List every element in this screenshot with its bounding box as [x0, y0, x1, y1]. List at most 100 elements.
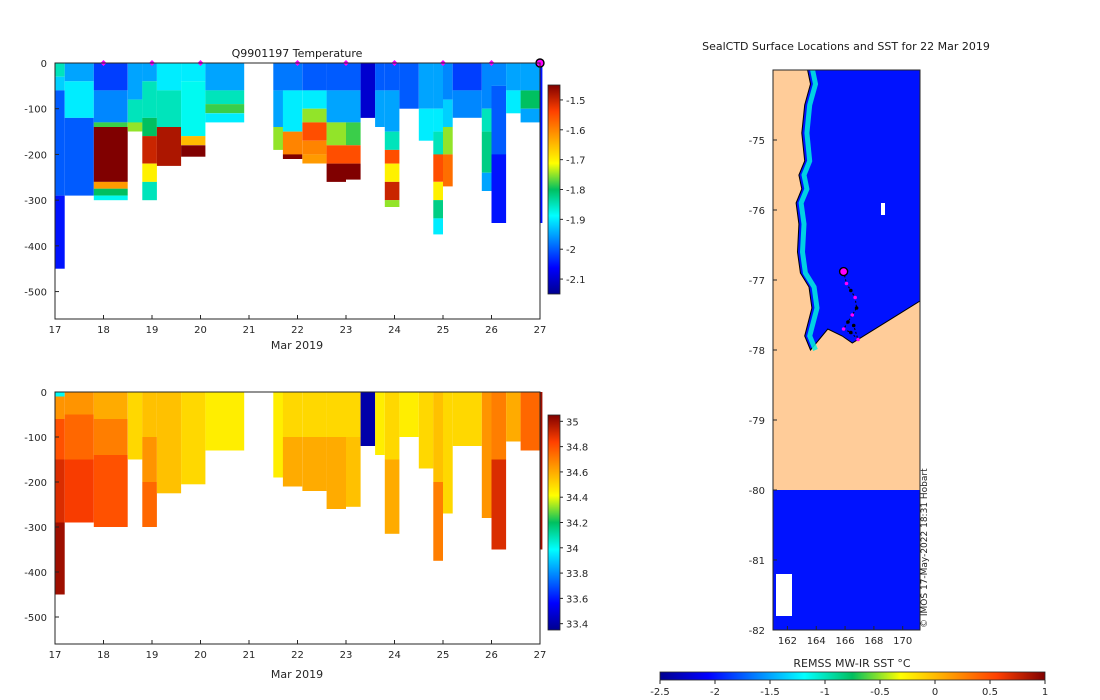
- profile-cell: [273, 90, 283, 127]
- profile-cell: [55, 63, 65, 77]
- x-tick-label: 22: [291, 650, 304, 661]
- y-tick-label: -500: [24, 288, 47, 299]
- colorbar-tick-label: 34.6: [566, 468, 588, 479]
- coastal-sst: [798, 69, 820, 351]
- profile-cell: [302, 437, 327, 491]
- profile-cell: [481, 131, 492, 173]
- sst-colorbar-ticks: -2.5 -2 -1.5 -1 -0.5 0 0.5 1: [650, 680, 1048, 698]
- profile-cell: [127, 99, 143, 123]
- profile-cell: [540, 392, 543, 550]
- sst-colorbar: [659, 671, 1046, 681]
- profile-cell: [540, 63, 543, 223]
- sst-tick-label: -2: [710, 687, 720, 698]
- salinity-cells: [55, 392, 543, 595]
- profile-cell: [375, 63, 385, 91]
- map-ticks: 162 164 166 168 170 -75 -76 -77 -78 -79 -80 -81 -82: [749, 136, 913, 647]
- y-tick-label: 0: [41, 59, 47, 70]
- colorbar-tick-label: -2.1: [566, 275, 586, 286]
- y-tick-label: -100: [24, 433, 47, 444]
- colorbar-tick-label: 35: [566, 417, 579, 428]
- profile-cell: [384, 90, 400, 132]
- southern-sst-block: [773, 490, 920, 630]
- lat-tick-label: -75: [749, 136, 765, 147]
- profile-cell: [93, 63, 128, 91]
- profile-cell: [384, 392, 400, 460]
- profile-cell: [142, 437, 157, 482]
- x-tick-label: 20: [194, 325, 207, 336]
- profile-cell: [142, 181, 157, 201]
- profile-cell: [273, 63, 283, 91]
- profile-cell: [55, 195, 65, 269]
- lat-tick-label: -78: [749, 346, 765, 357]
- profile-cell: [384, 200, 400, 207]
- temperature-title: Q9901197 Temperature: [232, 47, 363, 60]
- lon-tick-label: 166: [836, 636, 855, 647]
- profile-cell: [142, 81, 157, 118]
- profile-cell: [302, 63, 327, 91]
- x-tick-label: 27: [534, 650, 547, 661]
- profile-cell: [181, 145, 206, 157]
- profile-cell: [375, 392, 385, 455]
- profile-cell: [481, 172, 492, 191]
- colorbar-tick-label: -2: [566, 245, 576, 256]
- profile-cell: [481, 108, 492, 132]
- profile-cell: [55, 522, 65, 595]
- imos-watermark: © IMOS 17-May-2022 18:31 Hobart: [920, 468, 930, 628]
- profile-cell: [326, 90, 346, 123]
- profile-cell: [156, 127, 182, 166]
- profile-cell: [64, 117, 94, 196]
- profile-cell: [205, 104, 245, 114]
- profile-cell: [273, 392, 283, 478]
- profile-cell: [399, 63, 419, 109]
- x-tick-label: 26: [485, 650, 498, 661]
- profile-cell: [384, 149, 400, 164]
- profile-cell: [433, 218, 443, 235]
- profile-cell: [127, 63, 143, 100]
- profile-cell: [142, 63, 157, 82]
- profile-cell: [433, 200, 443, 219]
- profile-cell: [491, 85, 507, 155]
- map-panel: SealCTD Surface Locations and SST for 22…: [650, 40, 1048, 698]
- map-title: SealCTD Surface Locations and SST for 22…: [702, 40, 990, 53]
- profile-cell: [433, 392, 443, 482]
- lat-tick-label: -77: [749, 276, 765, 287]
- lat-tick-label: -79: [749, 416, 765, 427]
- profile-cell: [93, 122, 128, 127]
- profile-cell: [205, 63, 245, 91]
- profile-cell: [282, 63, 303, 91]
- temperature-colorbar-ticks: -1.5 -1.6 -1.7 -1.8 -1.9 -2 -2.1: [560, 96, 586, 286]
- temperature-xlabel: Mar 2019: [271, 339, 323, 352]
- temperature-cells: [55, 63, 543, 269]
- profile-cell: [346, 392, 361, 437]
- x-tick-label: 21: [243, 650, 256, 661]
- profile-cell: [302, 154, 327, 164]
- x-tick-label: 23: [340, 325, 353, 336]
- profile-cell: [93, 90, 128, 123]
- profile-cell: [491, 63, 507, 86]
- lon-tick-label: 162: [778, 636, 797, 647]
- colorbar-tick-label: -1.9: [566, 215, 586, 226]
- x-tick-label: 18: [97, 650, 110, 661]
- profile-cell: [418, 108, 434, 141]
- temperature-ticks: 17 18 19 20 21 22 23 24 25 26 27 0 -100 -200 -300 -400 -…: [24, 59, 546, 336]
- profile-cell: [433, 181, 443, 201]
- lon-tick-label: 170: [893, 636, 912, 647]
- profile-cell: [360, 392, 376, 446]
- profile-cell: [282, 90, 303, 132]
- profile-cell: [282, 131, 303, 155]
- profile-cell: [520, 90, 540, 109]
- profile-cell: [93, 455, 128, 527]
- salinity-panel: 17 18 19 20 21 22 23 24 25 26 27 0 -100 -200 -300 -400 -…: [24, 388, 588, 681]
- profile-cell: [346, 437, 361, 507]
- profile-cell: [93, 419, 128, 455]
- profile-cell: [375, 90, 385, 127]
- profile-cell: [433, 63, 443, 109]
- profile-cell: [302, 392, 327, 437]
- lat-tick-label: -80: [749, 486, 765, 497]
- sst-tick-label: -2.5: [650, 687, 670, 698]
- salinity-ticks: 17 18 19 20 21 22 23 24 25 26 27 0 -100 -200 -300 -400 -…: [24, 388, 546, 661]
- profile-cell: [181, 81, 206, 137]
- profile-cell: [443, 63, 453, 100]
- profile-cell: [399, 392, 419, 437]
- x-tick-label: 17: [49, 650, 62, 661]
